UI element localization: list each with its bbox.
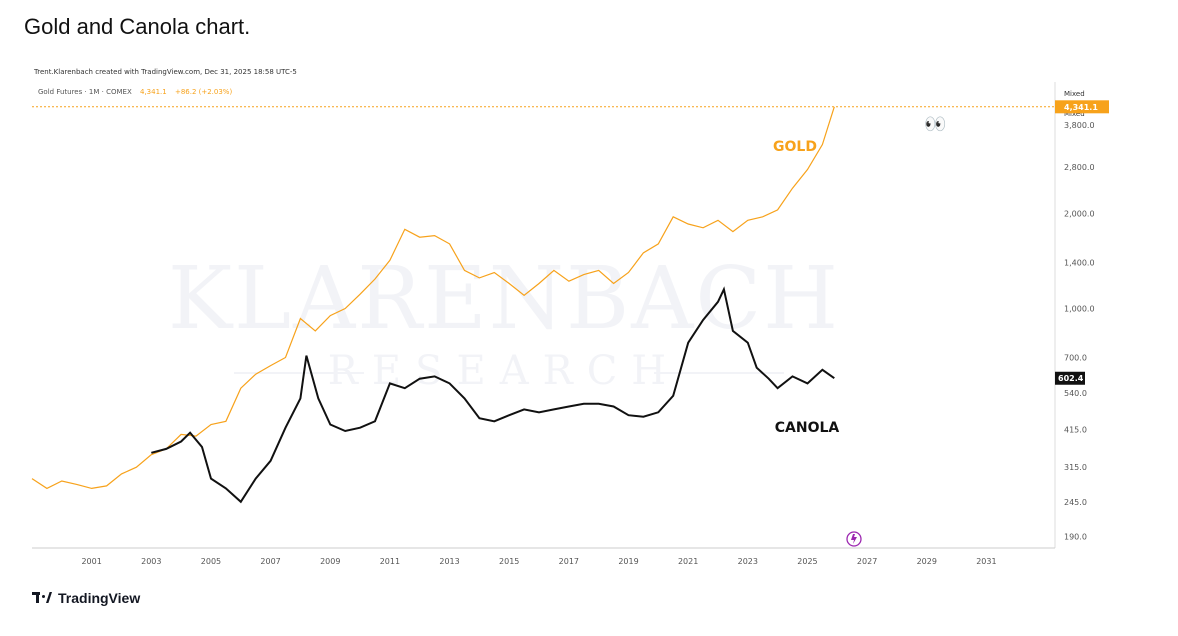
tradingview-logo-text: TradingView <box>58 590 141 606</box>
x-tick-label: 2001 <box>81 557 101 566</box>
eyes-emoji: 👀 <box>924 114 946 134</box>
x-tick-label: 2003 <box>141 557 161 566</box>
x-tick-label: 2019 <box>618 557 638 566</box>
x-tick-label: 2007 <box>260 557 280 566</box>
y-tick-label: 190.0 <box>1064 533 1087 542</box>
y-tick-label: 700.0 <box>1064 354 1087 363</box>
y-tick-label: 245.0 <box>1064 498 1087 507</box>
gold-price-tag-text: 4,341.1 <box>1064 103 1098 112</box>
x-tick-label: 2013 <box>439 557 459 566</box>
y-tick-label: 540.0 <box>1064 389 1087 398</box>
y-tick-label: 3,800.0 <box>1064 121 1095 130</box>
canola-series-line <box>151 286 835 504</box>
y-tick-label: 1,400.0 <box>1064 258 1095 267</box>
tradingview-logo-icon <box>32 592 52 604</box>
x-tick-label: 2005 <box>201 557 221 566</box>
chart-frame: Trent.Klarenbach created with TradingVie… <box>24 66 1112 576</box>
symbol-name: Gold Futures · 1M · COMEX <box>38 88 132 96</box>
canola-price-tag: 602.4 <box>1055 371 1085 385</box>
x-tick-label: 2025 <box>797 557 817 566</box>
scale-label-1[interactable]: Mixed <box>1064 90 1085 98</box>
symbol-price: 4,341.1 <box>140 88 167 96</box>
x-tick-label: 2021 <box>678 557 698 566</box>
chart-credit: Trent.Klarenbach created with TradingVie… <box>34 68 297 76</box>
y-tick-label: 315.0 <box>1064 463 1087 472</box>
y-axis: 3,800.0 2,800.0 2,000.0 1,400.0 1,000.0 700.0… <box>1064 121 1095 542</box>
gold-price-tag: 4,341.1 <box>1055 100 1109 114</box>
tradingview-logo[interactable]: TradingView <box>32 590 140 606</box>
canola-label: CANOLA <box>775 420 840 436</box>
y-tick-label: 2,800.0 <box>1064 163 1095 172</box>
watermark-line1: KLARENBACH <box>168 249 840 349</box>
x-tick-label: 2023 <box>738 557 758 566</box>
scale-label-2[interactable]: Mixed <box>1064 110 1085 118</box>
x-tick-label: 2015 <box>499 557 519 566</box>
y-tick-label: 1,000.0 <box>1064 305 1095 314</box>
event-marker-icon[interactable] <box>846 531 862 547</box>
x-tick-label: 2011 <box>380 557 400 566</box>
chart-svg: KLARENBACH RESEARCH Mixed Mixed 3,800.0 2… <box>31 82 1109 566</box>
gold-label: GOLD <box>773 139 817 155</box>
x-tick-label: 2017 <box>559 557 579 566</box>
page-title: Gold and Canola chart. <box>24 14 251 39</box>
x-axis: 2001 2003 2005 2007 2009 2011 2013 2015 2017 2019… <box>81 557 996 566</box>
y-tick-label: 415.0 <box>1064 425 1087 434</box>
x-tick-label: 2009 <box>320 557 340 566</box>
canola-price-tag-text: 602.4 <box>1058 374 1084 383</box>
watermark-line2: RESEARCH <box>328 348 680 394</box>
x-tick-label: 2027 <box>857 557 877 566</box>
y-tick-label: 2,000.0 <box>1064 209 1095 218</box>
x-tick-label: 2029 <box>917 557 937 566</box>
symbol-legend: Gold Futures · 1M · COMEX 4,341.1 +86.2 … <box>38 88 232 96</box>
symbol-change: +86.2 (+2.03%) <box>174 88 233 96</box>
x-tick-label: 2031 <box>976 557 996 566</box>
